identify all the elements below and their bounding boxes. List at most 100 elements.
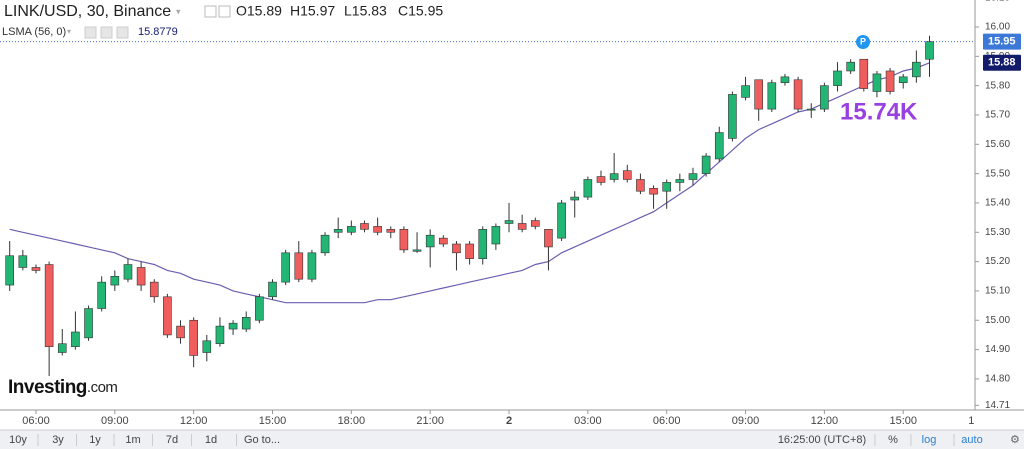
settings-icon: ⚙ [1010,434,1020,446]
candle-body [31,267,41,271]
candle-body [872,73,882,92]
x-tick-label: 12:00 [811,415,839,427]
clock: 16:25:00 (UTC+8) [778,434,866,446]
y-tick-label: 15.50 [985,168,1010,179]
x-tick-label: 15:00 [259,415,287,427]
price-tag-label: 15.95 [988,36,1016,48]
volume-annotation: 15.74K [840,98,918,125]
candle-body [504,220,514,224]
ohlc-value: H15.97 [290,3,335,19]
dropdown-arrow: ▾ [176,6,181,16]
x-tick-label: 06:00 [653,415,681,427]
candle-body [675,179,685,183]
candle-body [307,252,317,280]
candle-body [780,76,790,84]
candle-body [163,296,172,336]
dropdown-arrow: ▾ [67,27,71,36]
x-tick-label: 06:00 [22,415,50,427]
candle-body [767,82,777,110]
candle-body [596,176,606,183]
candle-body [320,234,330,254]
y-tick-label: 15.60 [985,139,1010,150]
candle-body [570,196,580,201]
candle-body [741,85,750,98]
candle-body [820,85,829,110]
event-marker[interactable] [856,35,870,49]
candle-body [425,234,435,248]
candle-body [360,223,369,230]
price-tag-label: 15.88 [988,57,1016,69]
y-tick-label: 15.70 [985,110,1010,121]
header-icon[interactable] [204,5,217,18]
indicator-name: LSMA (56, 0) [2,26,66,38]
candle-body [97,281,106,309]
candle-body [202,340,212,353]
candle-body [609,173,619,180]
ohlc-value: L15.83 [344,3,387,19]
indicator-icon[interactable] [100,26,113,39]
y-tick-label: 14.90 [985,344,1010,355]
lsma-line [9,62,930,304]
candle-body [241,317,251,330]
candle-body [268,281,277,298]
x-tick-label: 21:00 [416,415,444,427]
range-button[interactable]: 7d [166,434,178,446]
event-marker-label: P [860,36,866,46]
candle-body [373,226,382,233]
candle-body [859,58,869,89]
indicator-icon[interactable] [116,26,129,39]
candle-body [583,179,593,198]
candle-body [452,243,461,254]
candle-body [622,170,632,180]
y-tick-label: 16.00 [985,22,1010,33]
logo-suffix: .com [87,379,118,396]
option-button[interactable]: log [922,434,937,446]
indicator-icon[interactable] [84,26,97,39]
candle-body [465,243,474,259]
candle-body [557,202,566,239]
x-tick-label: 18:00 [338,415,366,427]
candle-body [806,108,816,111]
header-icon[interactable] [218,5,231,18]
chart-title: LINK/USD, 30, Binance [4,3,171,20]
candle-body [754,79,763,110]
y-tick-label: 14.80 [985,374,1010,385]
candle-body [517,223,527,230]
candle-body [18,255,28,268]
candle-body [136,267,146,286]
range-button[interactable]: Go to... [244,434,280,446]
y-tick-label: 14.71 [985,400,1010,411]
y-tick-label: 15.30 [985,227,1010,238]
range-button[interactable]: 1d [205,434,217,446]
range-button[interactable]: 1y [89,434,101,446]
range-button[interactable]: 10y [9,434,27,446]
range-button[interactable]: 3y [52,434,64,446]
candle-body [44,264,54,347]
toolbar [0,430,1024,449]
candle-body [123,264,133,280]
candle-body [688,173,698,180]
candle-body [662,182,672,192]
option-button[interactable]: auto [961,434,982,446]
candle-body [898,76,908,84]
x-tick-label: 12:00 [180,415,208,427]
candle-body [439,237,448,245]
option-button[interactable]: % [888,434,898,446]
candle-body [5,255,14,286]
x-tick-label: 09:00 [732,415,760,427]
candle-body [149,281,159,298]
candle-body [793,79,803,110]
range-button[interactable]: 1m [125,434,140,446]
candle-body [925,41,934,60]
candle-body [491,226,501,245]
candle-body [71,331,80,347]
candle-body [228,322,238,330]
candle-body [281,252,290,283]
candle-body [215,325,225,345]
y-tick-label: 15.10 [985,286,1010,297]
candle-body [189,319,198,356]
candle-body [833,70,842,86]
x-tick-label: 2 [506,415,512,427]
candle-body [347,226,356,233]
